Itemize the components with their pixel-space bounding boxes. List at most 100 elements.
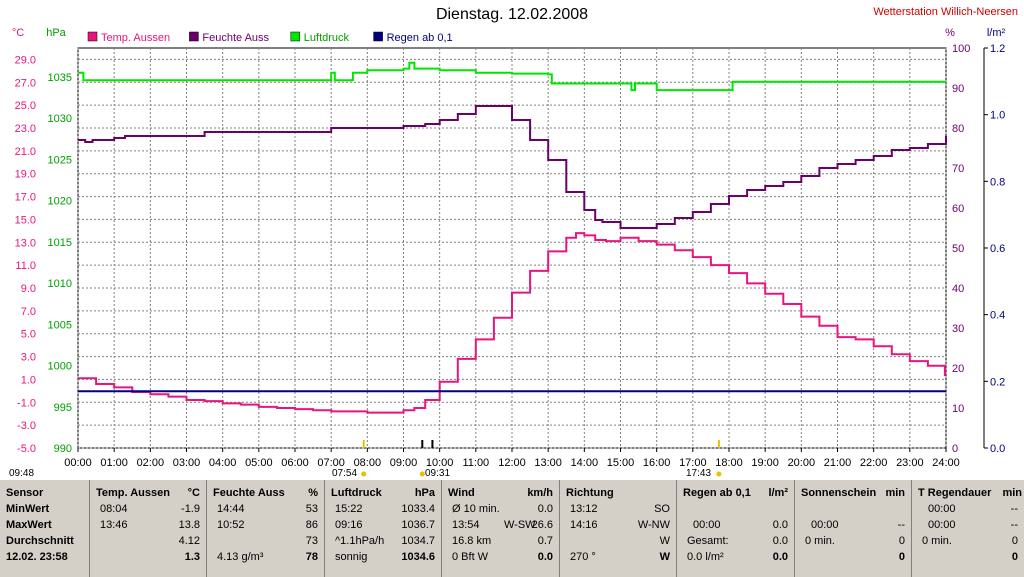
rain-current-value: 0.0 <box>772 551 788 563</box>
series-line <box>78 105 947 229</box>
sunshine-unit: min <box>885 487 905 499</box>
temp-max-time: 13:46 <box>100 519 128 531</box>
temp-tick-label: 3.0 <box>21 352 36 364</box>
direction-value: SO <box>654 503 670 515</box>
temp-tick-label: 1.0 <box>21 374 36 386</box>
rain-tick-label: 1.0 <box>990 110 1005 122</box>
temp-tick-label: -3.0 <box>17 420 36 432</box>
rain-duration-time: 00:00 <box>928 519 956 531</box>
pressure-tick-label: 1035 <box>48 72 72 84</box>
rain-tick-label: 0.6 <box>990 243 1005 255</box>
wind-unit: km/h <box>527 487 553 499</box>
x-tick-label: 14:00 <box>571 457 599 469</box>
direction-current: W <box>659 551 670 563</box>
legend-swatch <box>373 31 383 42</box>
rain-amount: 0.0 l/m² <box>687 551 724 563</box>
humidity-tick-label: 0 <box>952 443 958 455</box>
rain-axis-unit: l/m² <box>987 27 1006 39</box>
temp-tick-label: 13.0 <box>15 237 36 249</box>
temp-tick-label: -1.0 <box>17 397 36 409</box>
legend-swatch <box>189 31 199 42</box>
pressure-tick-label: 995 <box>54 402 72 414</box>
pressure-tick-label: 1000 <box>48 361 72 373</box>
humidity-min-time: 14:44 <box>217 503 245 515</box>
marker-time: 09:31 <box>425 468 451 479</box>
temp-tick-label: 5.0 <box>21 329 36 341</box>
x-tick-label: 02:00 <box>137 457 165 469</box>
rain-duration-total-value: 0 <box>1011 535 1018 547</box>
wind-beaufort: 0 Bft W <box>452 551 489 563</box>
pressure-tick-label: 1030 <box>48 113 72 125</box>
pressure-max-value: 1036.7 <box>401 519 435 531</box>
x-tick-label: 07:00 <box>317 457 345 469</box>
rain-tick-label: 1.2 <box>990 43 1005 55</box>
rain-unit: l/m² <box>768 487 788 499</box>
humidity-axis-unit: % <box>945 27 955 39</box>
x-tick-label: 04:00 <box>209 457 237 469</box>
series-line <box>78 61 946 92</box>
direction-column: Richtung 13:12 SO 14:16 W-NW W 270 ° W <box>560 480 677 577</box>
x-tick-label: 24:00 <box>932 457 960 469</box>
x-tick-label: 22:00 <box>860 457 888 469</box>
pressure-min-value: 1033.4 <box>401 503 435 515</box>
legend-label: Feuchte Auss <box>202 32 269 44</box>
rain-column: Regen ab 0,1 l/m² 00:00 0.0 Gesamt: 0.0 0.0… <box>677 480 795 577</box>
pressure-tick-label: 1020 <box>48 196 72 208</box>
temp-tick-label: 17.0 <box>15 192 36 204</box>
sensor-header: Sensor <box>6 487 44 499</box>
legend-label: Luftdruck <box>304 32 350 44</box>
rain-tick-label: 0.4 <box>990 310 1005 322</box>
wind-avg-label: Ø 10 min. <box>452 503 500 515</box>
humidity-tick-label: 70 <box>952 163 964 175</box>
temp-column: Temp. Aussen °C 08:04 -1.9 13:46 13.8 4.12 … <box>90 480 207 577</box>
pressure-current-value: 1034.6 <box>401 551 435 563</box>
pressure-min-time: 15:22 <box>335 503 363 515</box>
temp-tick-label: 15.0 <box>15 214 36 226</box>
humidity-header: Feuchte Auss <box>213 487 285 499</box>
humidity-column: Feuchte Auss% 14:44 53 10:52 86 73 4.13 g/… <box>207 480 325 577</box>
pressure-header: Luftdruck <box>331 487 382 499</box>
temp-current-value: 1.3 <box>184 551 200 563</box>
time-marker-dot <box>716 471 722 477</box>
weather-chart: 00:00 01:00 02:00 03:00 04:00 05:00 06:00 07:00… <box>12 27 1006 477</box>
rain-value: 0.0 <box>772 519 788 531</box>
temp-tick-label: 29.0 <box>15 54 36 66</box>
pressure-tick-label: 1025 <box>48 154 72 166</box>
x-tick-label: 13:00 <box>534 457 562 469</box>
humidity-tick-label: 100 <box>952 43 970 55</box>
direction-degrees: 270 ° <box>570 551 596 563</box>
sensor-column: Sensor MinWert MaxWert Durchschnitt 12.0… <box>0 480 90 577</box>
pressure-max-time: 09:16 <box>335 519 363 531</box>
rain-duration-unit: min <box>1002 487 1022 499</box>
humidity-max-time: 10:52 <box>217 519 245 531</box>
wind-current-value: 0.0 <box>537 551 553 563</box>
rain-tick-label: 0.8 <box>990 176 1005 188</box>
temp-tick-label: 9.0 <box>21 283 36 295</box>
temp-tick-label: 23.0 <box>15 123 36 135</box>
wind-mean-value: 0.7 <box>537 535 553 547</box>
pressure-unit: hPa <box>414 487 435 499</box>
humidity-absolute: 4.13 g/m³ <box>217 551 264 563</box>
temp-tick-label: 7.0 <box>21 306 36 318</box>
humidity-tick-label: 10 <box>952 403 964 415</box>
row-label: MaxWert <box>6 519 52 531</box>
x-tick-label: 12:00 <box>498 457 526 469</box>
row-label: 12.02. 23:58 <box>6 551 68 563</box>
wind-run: 16.8 km <box>452 535 492 547</box>
humidity-unit: % <box>308 487 318 499</box>
marker-time: 09:48 <box>9 468 35 479</box>
rain-total-label: Gesamt: <box>687 535 729 547</box>
forecast-text: sonnig <box>335 551 368 563</box>
rain-header: Regen ab 0,1 <box>683 487 751 499</box>
direction-avg: W <box>659 535 670 547</box>
temp-tick-label: 27.0 <box>15 77 36 89</box>
humidity-tick-label: 20 <box>952 363 964 375</box>
time-marker-dot <box>361 471 367 477</box>
humidity-tick-label: 90 <box>952 83 964 95</box>
temp-header: Temp. Aussen <box>96 487 170 499</box>
direction-header: Richtung <box>566 487 614 499</box>
x-tick-label: 21:00 <box>824 457 852 469</box>
legend-label: Regen ab 0,1 <box>387 32 453 44</box>
pressure-trend: ^1.1hPa/h <box>335 535 385 547</box>
temp-tick-label: -5.0 <box>17 443 36 455</box>
